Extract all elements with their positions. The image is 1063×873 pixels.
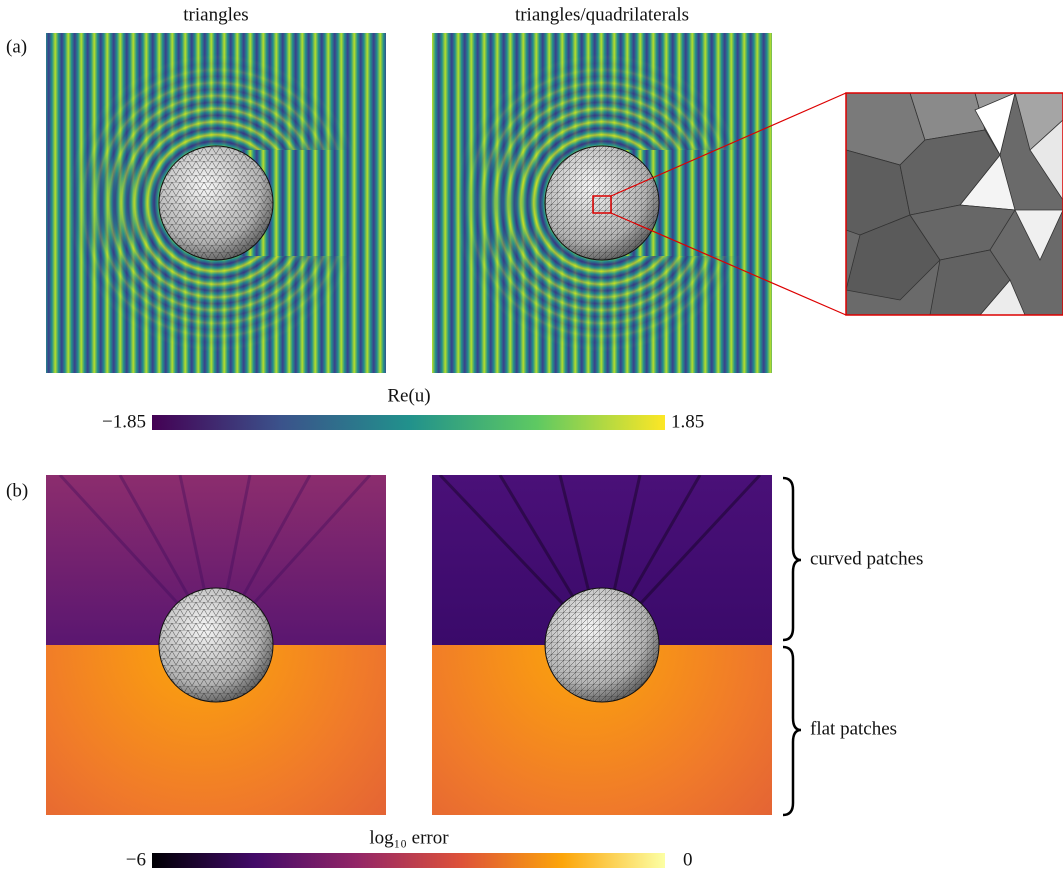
sphere-mesh bbox=[158, 587, 660, 703]
panel-label: (a) bbox=[6, 36, 27, 57]
brace bbox=[782, 476, 802, 817]
zoom-inset bbox=[846, 93, 1063, 315]
colorbar-min: −6 bbox=[126, 849, 146, 870]
annotation: flat patches bbox=[810, 718, 897, 739]
panel-label: (b) bbox=[6, 480, 28, 501]
colorbar-label: log₁₀ error bbox=[369, 827, 449, 848]
colorbar-max: 0 bbox=[683, 849, 693, 870]
column-title: triangles bbox=[183, 4, 248, 25]
colorbar bbox=[152, 415, 665, 430]
colorbar-max: 1.85 bbox=[671, 411, 704, 432]
colorbar bbox=[152, 853, 665, 868]
zoom-frame bbox=[845, 92, 1063, 316]
colorbar-label: Re(u) bbox=[387, 385, 430, 406]
error-plot bbox=[432, 475, 772, 815]
sphere-mesh bbox=[158, 92, 847, 316]
annotation: curved patches bbox=[810, 548, 923, 569]
column-title: triangles/quadrilaterals bbox=[515, 4, 689, 25]
field-plot bbox=[432, 33, 772, 373]
colorbar-min: −1.85 bbox=[102, 411, 146, 432]
